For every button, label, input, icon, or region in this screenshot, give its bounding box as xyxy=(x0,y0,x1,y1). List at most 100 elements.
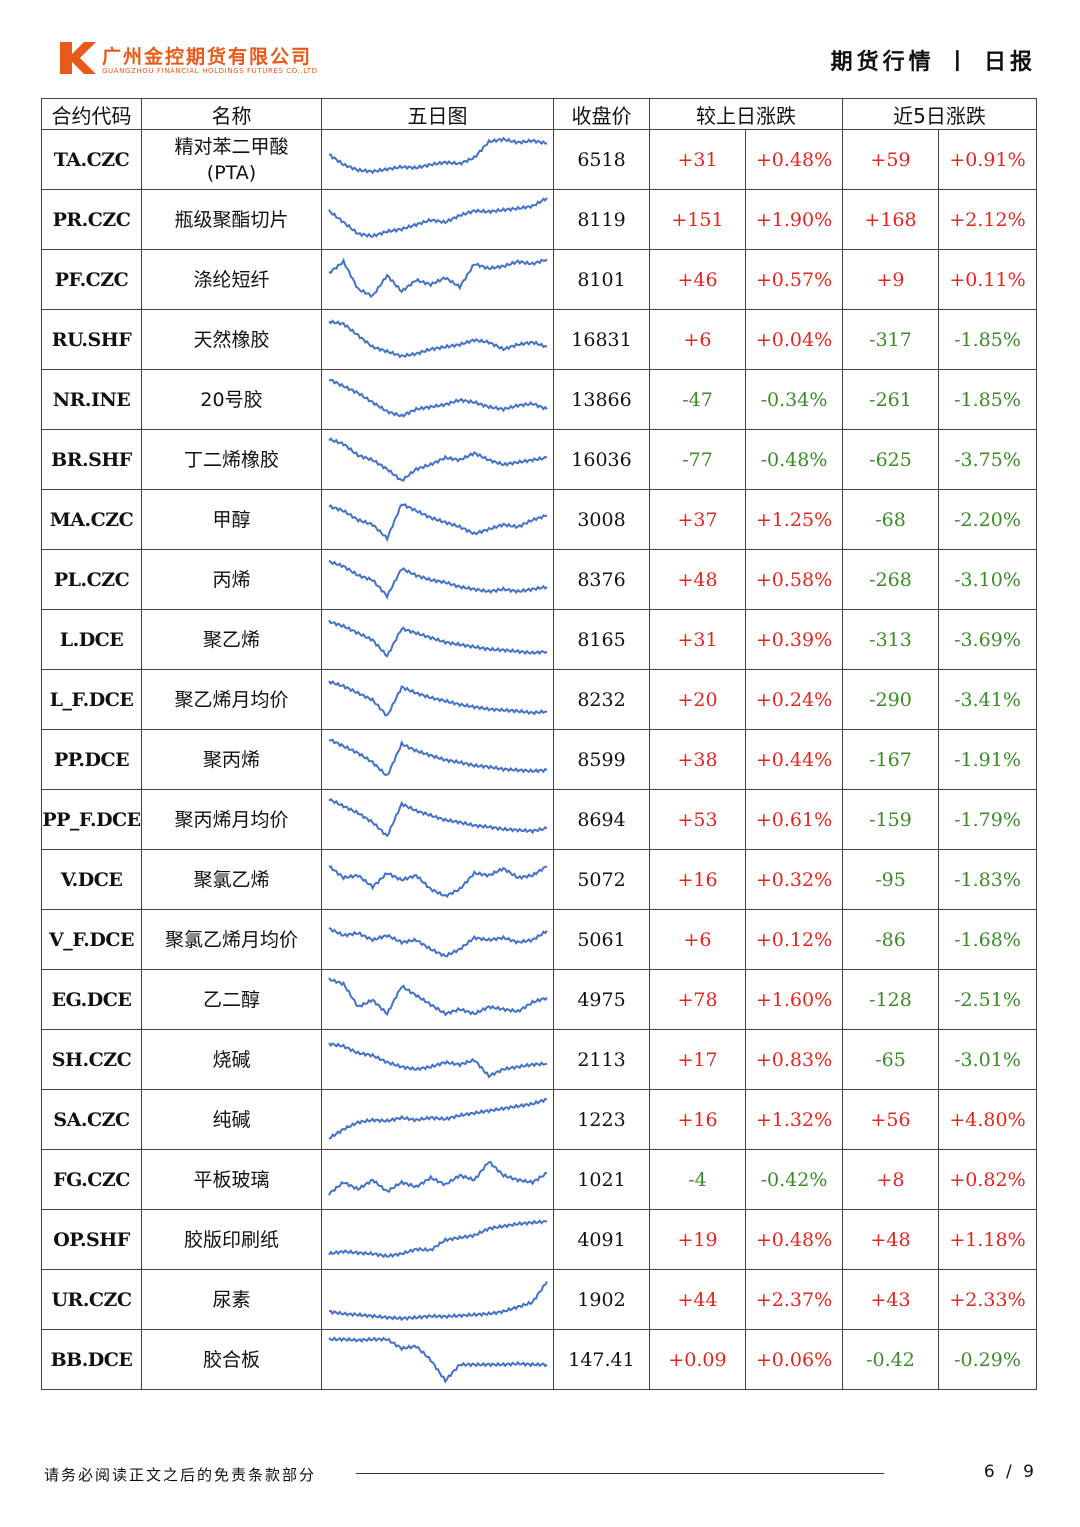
contract-code: SH.CZC xyxy=(41,1029,142,1090)
five-day-change-pct: -3.69% xyxy=(937,609,1038,670)
five-day-sparkline-cell xyxy=(321,849,554,910)
table-row: NR.INE 20号胶 13866 -47 -0.34% -261 -1.85% xyxy=(41,369,1038,430)
daily-change: +48 xyxy=(649,549,746,610)
five-day-sparkline-cell xyxy=(321,429,554,490)
contract-code: UR.CZC xyxy=(41,1269,142,1330)
five-day-change: +48 xyxy=(842,1209,939,1270)
five-day-change-pct: +0.82% xyxy=(937,1149,1038,1210)
sparkline-path xyxy=(327,502,547,542)
close-price: 5061 xyxy=(553,909,650,970)
daily-change-pct: +2.37% xyxy=(745,1269,843,1330)
five-day-sparkline-cell xyxy=(321,549,554,610)
five-day-sparkline xyxy=(328,738,547,776)
table-body: TA.CZC 精对苯二甲酸 (PTA) 6518 +31 +0.48% +59 +0.91% P… xyxy=(41,129,1038,1390)
contract-code: MA.CZC xyxy=(41,489,142,550)
contract-name: 尿素 xyxy=(141,1269,322,1330)
five-day-change: -261 xyxy=(842,369,939,430)
five-day-sparkline-cell xyxy=(321,489,554,550)
contract-name-line: 精对苯二甲酸 xyxy=(174,135,289,158)
disclaimer-text: 请务必阅读正文之后的免责条款部分 xyxy=(44,1466,317,1484)
close-price: 13866 xyxy=(553,369,650,430)
contract-name: 胶版印刷纸 xyxy=(141,1209,322,1270)
daily-change: +0.09 xyxy=(649,1329,746,1390)
five-day-sparkline xyxy=(327,559,548,600)
table-row: V.DCE 聚氯乙烯 5072 +16 +0.32% -95 -1.83% xyxy=(41,849,1038,910)
table-row: PP_F.DCE 聚丙烯月均价 8694 +53 +0.61% -159 -1.79% xyxy=(41,789,1038,850)
five-day-change: +9 xyxy=(842,249,939,310)
sparkline-path xyxy=(328,1097,547,1140)
close-price: 8101 xyxy=(553,249,650,310)
daily-change: +16 xyxy=(649,849,746,910)
report-title: 期货行情 丨 日报 xyxy=(830,50,1036,75)
daily-change-pct: +0.83% xyxy=(745,1029,843,1090)
sparkline-path xyxy=(328,1280,548,1321)
sparkline-path xyxy=(327,436,547,482)
table-row: PP.DCE 聚丙烯 8599 +38 +0.44% -167 -1.91% xyxy=(41,729,1038,790)
daily-change-pct: -0.48% xyxy=(745,429,843,490)
five-day-change-pct: -1.91% xyxy=(937,729,1038,790)
five-day-sparkline-cell xyxy=(321,609,554,670)
five-day-sparkline-cell xyxy=(321,669,554,730)
daily-change-pct: +0.04% xyxy=(745,309,843,370)
five-day-sparkline-cell xyxy=(321,369,554,430)
five-day-sparkline xyxy=(327,797,547,837)
close-price: 1902 xyxy=(553,1269,650,1330)
table-row: PL.CZC 丙烯 8376 +48 +0.58% -268 -3.10% xyxy=(41,549,1038,610)
daily-change-pct: -0.34% xyxy=(745,369,843,430)
five-day-sparkline xyxy=(327,976,548,1017)
five-day-change: -0.42 xyxy=(842,1329,939,1390)
five-day-sparkline-cell xyxy=(321,789,554,850)
five-day-change: -313 xyxy=(842,609,939,670)
five-day-sparkline-cell xyxy=(321,309,554,370)
header-chart: 五日图 xyxy=(321,98,554,130)
header-code: 合约代码 xyxy=(41,98,142,130)
daily-change-pct: +0.48% xyxy=(745,1209,843,1270)
contract-name: 天然橡胶 xyxy=(141,309,322,370)
daily-change-pct: -0.42% xyxy=(745,1149,843,1210)
five-day-sparkline xyxy=(327,196,548,238)
contract-name: 聚丙烯 xyxy=(141,729,322,790)
table-row: L_F.DCE 聚乙烯月均价 8232 +20 +0.24% -290 -3.41% xyxy=(41,669,1038,730)
table-row: MA.CZC 甲醇 3008 +37 +1.25% -68 -2.20% xyxy=(41,489,1038,550)
table-row: EG.DCE 乙二醇 4975 +78 +1.60% -128 -2.51% xyxy=(41,969,1038,1030)
five-day-sparkline-cell xyxy=(321,249,554,310)
five-day-sparkline-cell xyxy=(321,129,554,190)
contract-name: 甲醇 xyxy=(141,489,322,550)
company-name-cn: 广州金控期货有限公司 xyxy=(102,46,313,68)
five-day-sparkline xyxy=(328,1280,548,1321)
contract-code: PP_F.DCE xyxy=(41,789,142,850)
close-price: 8694 xyxy=(553,789,650,850)
five-day-sparkline xyxy=(327,318,547,358)
daily-change-pct: +1.25% xyxy=(745,489,843,550)
five-day-sparkline xyxy=(328,864,547,898)
five-day-change: -167 xyxy=(842,729,939,790)
daily-change: +44 xyxy=(649,1269,746,1330)
close-price: 5072 xyxy=(553,849,650,910)
daily-change: +16 xyxy=(649,1089,746,1150)
five-day-change-pct: -1.83% xyxy=(937,849,1038,910)
contract-name: 涤纶短纤 xyxy=(141,249,322,310)
page-footer: 请务必阅读正文之后的免责条款部分 6 / 9 xyxy=(44,1462,1037,1486)
sparkline-path xyxy=(328,864,547,898)
five-day-sparkline xyxy=(327,1335,548,1384)
table-row: BB.DCE 胶合板 147.41 +0.09 +0.06% -0.42 -0.29% xyxy=(41,1329,1038,1390)
table-row: UR.CZC 尿素 1902 +44 +2.37% +43 +2.33% xyxy=(41,1269,1038,1330)
contract-code: PP.DCE xyxy=(41,729,142,790)
five-day-sparkline xyxy=(327,436,547,482)
logo-k-icon xyxy=(60,42,96,74)
sparkline-path xyxy=(327,679,547,717)
close-price: 1021 xyxy=(553,1149,650,1210)
contract-code: TA.CZC xyxy=(41,129,142,190)
daily-change: -4 xyxy=(649,1149,746,1210)
five-day-change: -95 xyxy=(842,849,939,910)
five-day-change: +59 xyxy=(842,129,939,190)
close-price: 8165 xyxy=(553,609,650,670)
five-day-sparkline xyxy=(328,926,548,957)
sparkline-path xyxy=(327,559,548,600)
five-day-change-pct: -2.20% xyxy=(937,489,1038,550)
daily-change: +53 xyxy=(649,789,746,850)
footer-divider xyxy=(356,1473,884,1474)
daily-change-pct: +0.44% xyxy=(745,729,843,790)
daily-change-pct: +1.32% xyxy=(745,1089,843,1150)
five-day-change-pct: -3.41% xyxy=(937,669,1038,730)
